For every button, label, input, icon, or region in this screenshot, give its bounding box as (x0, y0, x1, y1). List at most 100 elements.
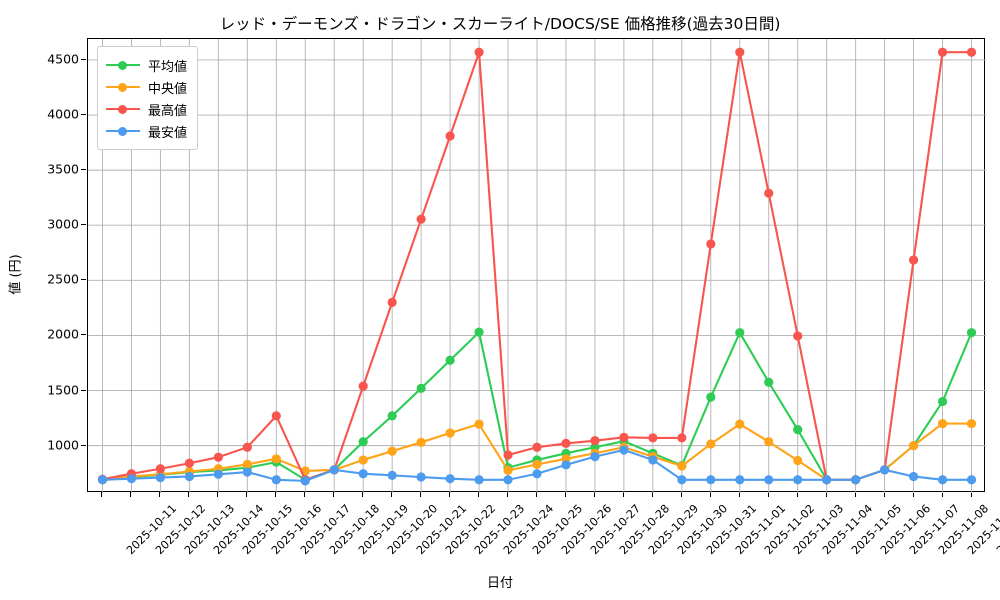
data-point (937, 396, 948, 407)
x-tick-mark (883, 492, 885, 497)
data-point (793, 425, 803, 435)
data-point (764, 377, 774, 387)
data-point (937, 475, 948, 485)
y-tick-label: 1000 (47, 437, 79, 453)
data-point (155, 472, 166, 483)
data-point (416, 437, 426, 447)
data-point (387, 446, 397, 456)
data-point (880, 465, 890, 475)
data-point (445, 474, 455, 484)
data-point (793, 455, 803, 466)
data-point (764, 475, 774, 485)
legend-label: 中央値 (148, 81, 188, 97)
data-point (184, 471, 194, 482)
data-point (503, 450, 513, 460)
x-tick-mark (217, 492, 219, 497)
chart-legend: 平均値中央値 最高値 最安値 (97, 46, 199, 150)
x-tick-mark (507, 492, 509, 497)
x-tick-mark (362, 492, 364, 497)
data-point (126, 474, 137, 484)
data-point (561, 460, 571, 470)
x-tick-mark (101, 492, 103, 497)
x-tick-mark (738, 492, 740, 497)
legend-label: 平均値 (148, 59, 188, 75)
data-point (966, 475, 977, 485)
x-tick-mark (854, 492, 856, 497)
y-tick-label: 1500 (47, 382, 79, 398)
data-point (619, 445, 629, 455)
data-point (532, 469, 542, 479)
data-point (445, 131, 455, 141)
data-point (387, 470, 397, 480)
data-point (793, 475, 803, 485)
x-tick-mark (536, 492, 537, 497)
data-point (532, 459, 542, 469)
x-tick-mark (449, 492, 451, 497)
legend-item-2[interactable]: 中央値 (106, 76, 187, 98)
x-tick-mark (564, 492, 566, 497)
data-point (416, 472, 426, 482)
legend-item-1[interactable]: 平均値 (106, 54, 187, 76)
x-tick-mark (159, 492, 161, 497)
data-point (706, 239, 716, 249)
chart-title: レッド・デーモンズ・ドラゴン・スカーライト/DOCS/SE 価格推移(過去30日… (219, 15, 781, 33)
data-point (966, 328, 977, 338)
data-point (271, 475, 281, 485)
data-point (822, 475, 832, 485)
legend-item-3[interactable]: 最高値 (106, 98, 187, 120)
data-point (648, 455, 658, 465)
x-tick-mark (130, 492, 132, 497)
x-tick-mark (420, 492, 422, 497)
data-point (358, 469, 368, 479)
y-tick-label: 3500 (47, 161, 79, 177)
data-point (706, 392, 716, 402)
data-point (97, 475, 108, 485)
data-point (242, 459, 252, 469)
y-tick-mark (81, 389, 86, 391)
x-tick-mark (912, 492, 914, 497)
data-point (937, 47, 948, 57)
plot-svg (88, 39, 986, 493)
data-point (532, 442, 542, 452)
data-point (590, 436, 600, 446)
x-tick-mark (825, 492, 827, 497)
data-point (735, 475, 745, 485)
x-tick-mark (478, 492, 480, 497)
data-point (908, 255, 919, 265)
data-point (358, 437, 368, 447)
x-tick-mark (622, 492, 624, 497)
x-tick-mark (651, 492, 653, 497)
data-point (213, 452, 223, 462)
data-point (619, 432, 629, 442)
data-point (908, 441, 919, 451)
data-point (445, 355, 455, 365)
y-tick-mark (81, 444, 86, 446)
legend-marker-icon (106, 103, 140, 115)
y-tick-mark (81, 279, 86, 281)
data-point (677, 433, 687, 443)
data-point (561, 438, 571, 449)
data-point (648, 433, 658, 443)
plot-area (87, 38, 986, 493)
data-point (851, 475, 861, 485)
data-point (706, 475, 716, 485)
data-point (242, 442, 252, 452)
series-4 (97, 445, 977, 486)
data-point (474, 327, 484, 337)
y-axis-ticks: 1000 1500 2000 2500 3000 3500 4000 4500 (0, 0, 79, 600)
data-point (242, 467, 252, 477)
data-point (358, 455, 368, 465)
legend-item-4[interactable]: 最安値 (106, 120, 187, 142)
x-tick-mark (941, 492, 943, 497)
data-point (474, 475, 484, 485)
data-point (677, 475, 687, 485)
x-tick-mark (275, 492, 277, 497)
y-tick-label: 4500 (47, 51, 79, 67)
data-point (735, 47, 745, 57)
y-tick-mark (81, 334, 86, 336)
data-point (474, 419, 484, 429)
data-point (155, 464, 166, 474)
data-point (387, 411, 397, 421)
data-point (184, 458, 194, 468)
